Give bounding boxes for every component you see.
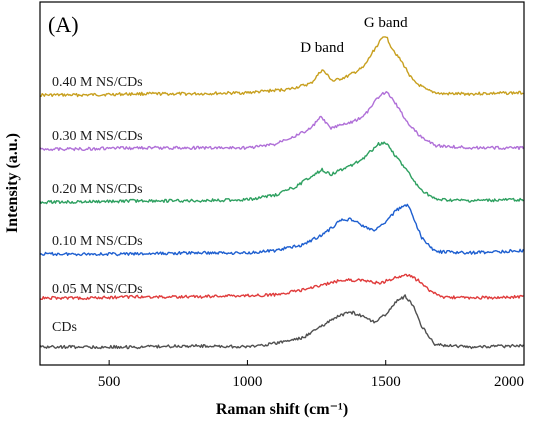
series-label-5: CDs — [52, 320, 77, 335]
x-axis-ticks: 500 1000 1500 2000 — [98, 360, 525, 390]
g-band-annotation: G band — [364, 15, 408, 31]
series-line-0 — [39, 36, 524, 98]
series-line-1 — [39, 90, 525, 152]
x-tick-label-1: 1000 — [232, 374, 262, 390]
d-band-annotation: D band — [300, 40, 344, 56]
series-label-2: 0.20 M NS/CDs — [52, 182, 143, 197]
series-label-4: 0.05 M NS/CDs — [52, 282, 143, 297]
series-labels: 0.40 M NS/CDs 0.30 M NS/CDs 0.20 M NS/CDs 0… — [52, 75, 143, 335]
x-tick-label-0: 500 — [98, 374, 121, 390]
x-tick-label-3: 2000 — [494, 374, 524, 390]
x-tick-label-2: 1500 — [371, 374, 401, 390]
series-label-1: 0.30 M NS/CDs — [52, 129, 143, 144]
series-line-2 — [39, 141, 524, 205]
series-label-0: 0.40 M NS/CDs — [52, 75, 143, 90]
series-line-4 — [39, 273, 524, 301]
panel-label: (A) — [48, 12, 79, 37]
series-label-3: 0.10 M NS/CDs — [52, 234, 143, 249]
y-axis-title: Intensity (a.u.) — [4, 133, 21, 233]
plot-frame — [39, 1, 525, 366]
series-line-5 — [39, 294, 524, 350]
series-line-3 — [39, 203, 525, 257]
series-traces — [39, 36, 525, 350]
x-axis-title: Raman shift (cm⁻¹) — [216, 401, 348, 418]
